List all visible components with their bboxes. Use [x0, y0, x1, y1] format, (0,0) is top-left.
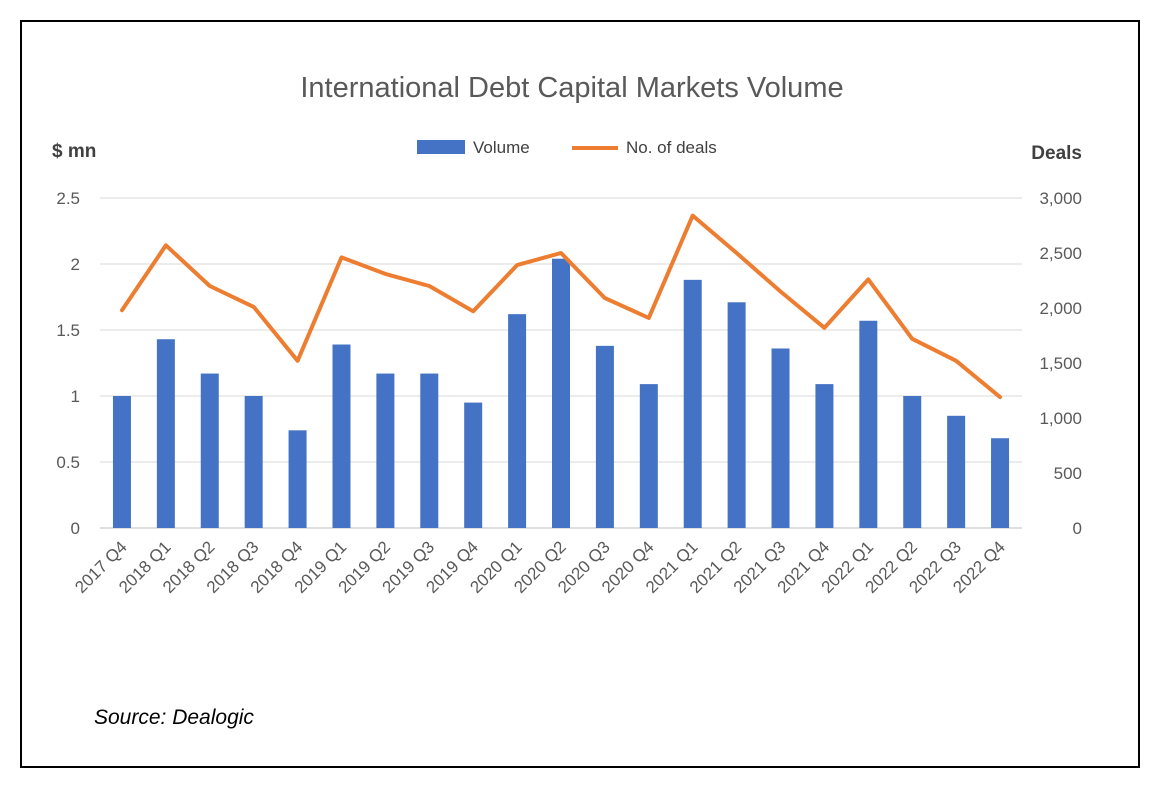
y2-tick-label: 500 [1054, 464, 1082, 483]
volume-bar [683, 279, 702, 528]
volume-bar [288, 430, 307, 528]
y-tick-label: 1.5 [56, 321, 80, 340]
volume-bar [727, 302, 746, 528]
volume-bar [947, 415, 966, 528]
y2-axis-title: Deals [1031, 143, 1082, 164]
y-tick-label: 0.5 [56, 453, 80, 472]
volume-bar [200, 373, 219, 528]
volume-bar [552, 258, 570, 528]
legend-volume-swatch [417, 140, 465, 154]
chart-frame: International Debt Capital Markets Volum… [20, 20, 1140, 768]
volume-bar [420, 373, 439, 528]
volume-bar [991, 438, 1010, 528]
legend: Volume No. of deals [417, 138, 717, 157]
y-tick-label: 1 [71, 387, 80, 406]
volume-bar [639, 384, 658, 528]
volume-bar [332, 344, 351, 528]
source-note: Source: Dealogic [94, 706, 254, 729]
volume-bar [112, 396, 131, 528]
y2-tick-label: 0 [1073, 519, 1082, 538]
volume-bar [859, 320, 878, 528]
volume-bar [508, 314, 527, 528]
chart-title: International Debt Capital Markets Volum… [300, 72, 843, 104]
chart-svg: International Debt Capital Markets Volum… [52, 72, 1082, 729]
y2-tick-label: 2,500 [1039, 244, 1082, 263]
volume-bar [464, 402, 483, 528]
volume-bar [376, 373, 395, 528]
legend-deals-label: No. of deals [626, 138, 717, 157]
y-axis-ticks: 0 0.5 1 1.5 2 2.5 [56, 189, 80, 538]
volume-bar [903, 396, 922, 528]
y-tick-label: 0 [71, 519, 80, 538]
y2-tick-label: 1,500 [1039, 354, 1082, 373]
y-tick-label: 2.5 [56, 189, 80, 208]
volume-bar [815, 384, 834, 528]
deals-line [120, 213, 1002, 400]
volume-bar [156, 339, 175, 528]
legend-volume-label: Volume [473, 138, 530, 157]
y2-tick-label: 1,000 [1039, 409, 1082, 428]
volume-bar [595, 345, 614, 528]
y-axis-title: $ mn [52, 141, 96, 162]
y2-tick-label: 2,000 [1039, 299, 1082, 318]
y2-axis-ticks: 0 500 1,000 1,500 2,000 2,500 3,000 [1039, 189, 1082, 538]
volume-bar [244, 396, 263, 528]
y2-tick-label: 3,000 [1039, 189, 1082, 208]
volume-bars [112, 258, 1010, 528]
volume-bar [771, 348, 790, 528]
y-tick-label: 2 [71, 255, 80, 274]
